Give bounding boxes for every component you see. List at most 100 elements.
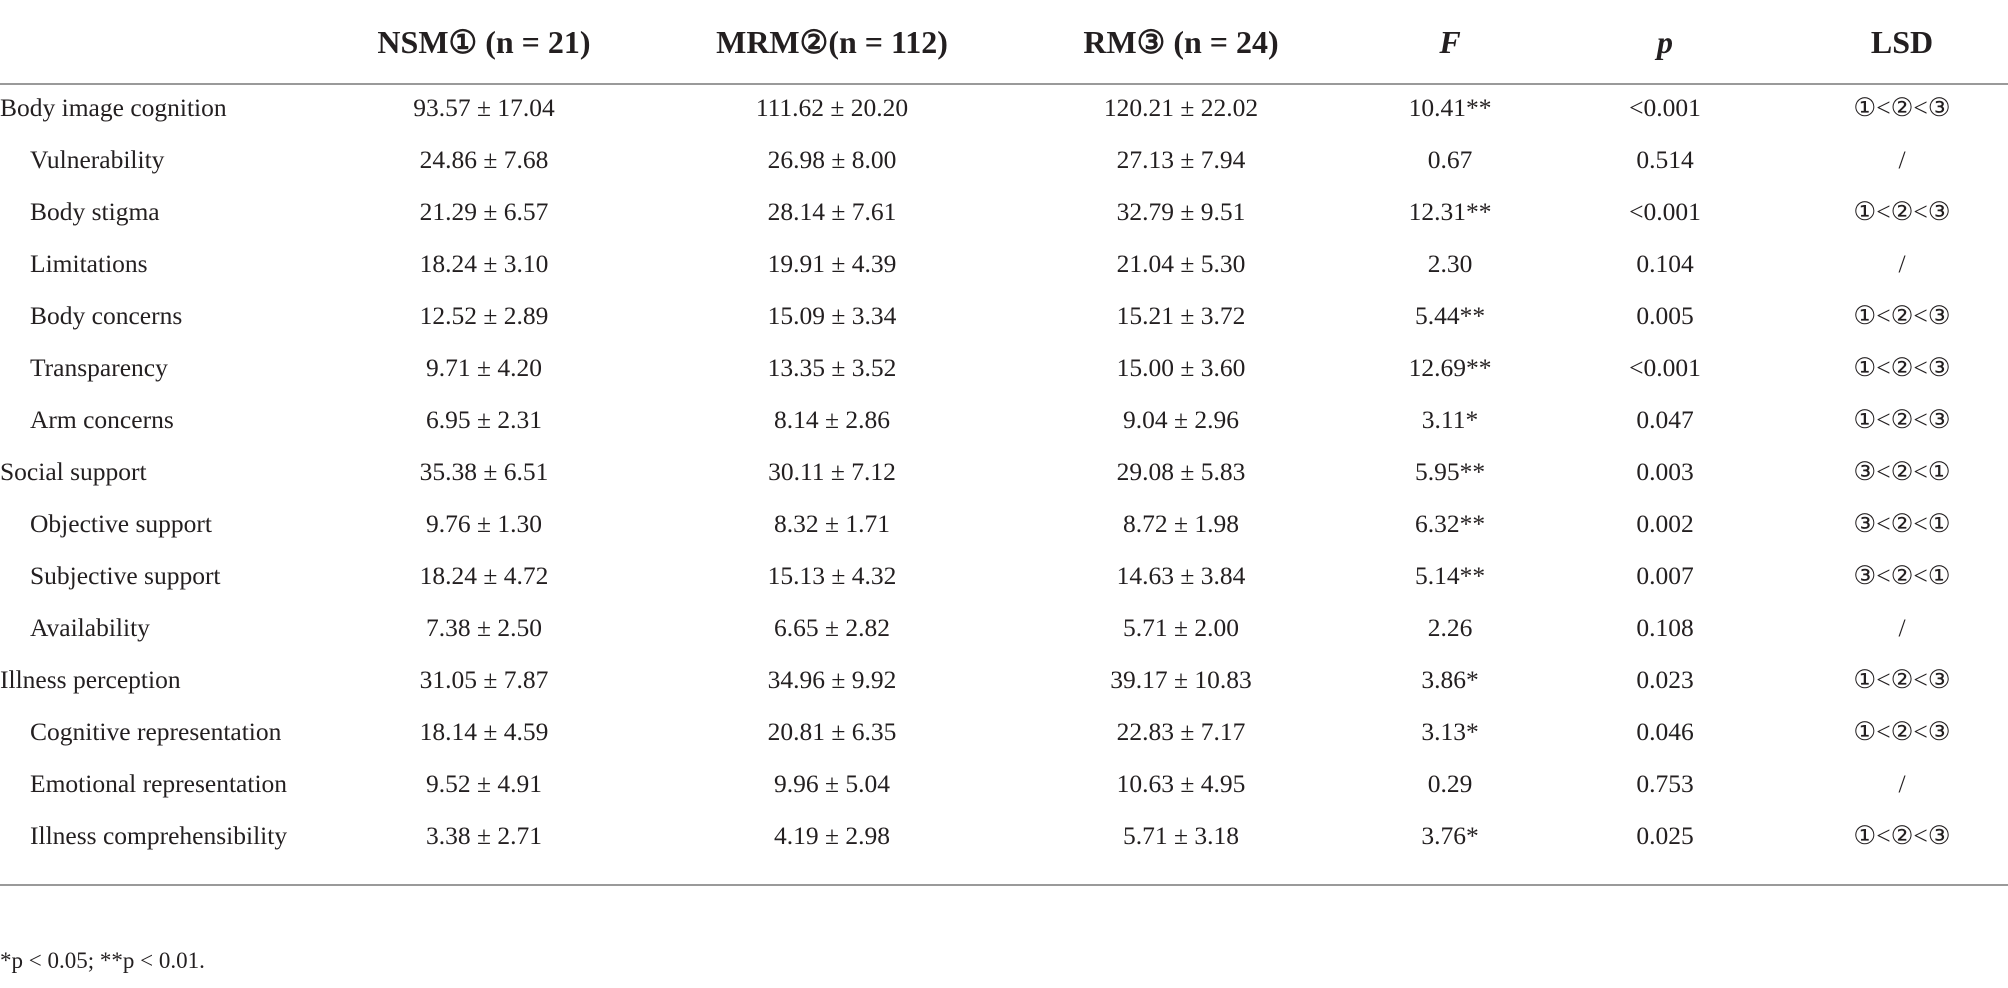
cell-value: 0.108 [1636, 613, 1694, 642]
cell-value: 0.005 [1636, 301, 1694, 330]
cell-value: 32.79 ± 9.51 [1116, 197, 1246, 226]
row-label: Body concerns [30, 301, 183, 330]
cell-value: 111.62 ± 20.20 [755, 93, 909, 122]
cell-value: / [1898, 769, 1906, 798]
cell-value: 12.31** [1408, 197, 1492, 226]
cell-value: 24.86 ± 7.68 [419, 145, 549, 174]
cell-value: 12.52 ± 2.89 [419, 301, 549, 330]
cell-value: 120.21 ± 22.02 [1103, 93, 1259, 122]
cell-value: ①<②<③ [1853, 405, 1951, 434]
cell-value: ①<②<③ [1853, 93, 1951, 122]
cell-value: 31.05 ± 7.87 [419, 665, 549, 694]
row-label: Cognitive representation [30, 717, 282, 746]
cell-value: ①<②<③ [1853, 665, 1951, 694]
row-label: Social support [0, 457, 147, 486]
header-rule [0, 83, 2008, 85]
cell-value: 13.35 ± 3.52 [767, 353, 897, 382]
cell-value: 10.63 ± 4.95 [1116, 769, 1246, 798]
cell-value: 35.38 ± 6.51 [419, 457, 549, 486]
cell-value: 0.104 [1636, 249, 1694, 278]
cell-value: 21.29 ± 6.57 [419, 197, 549, 226]
cell-value: 18.24 ± 4.72 [419, 561, 549, 590]
cell-value: 9.96 ± 5.04 [774, 769, 890, 798]
cell-value: <0.001 [1629, 93, 1701, 122]
cell-value: 10.41** [1408, 93, 1492, 122]
bottom-rule [0, 884, 2008, 886]
cell-value: 15.09 ± 3.34 [767, 301, 897, 330]
cell-value: / [1898, 613, 1906, 642]
cell-value: 0.007 [1636, 561, 1694, 590]
row-label: Vulnerability [30, 145, 165, 174]
row-label: Body image cognition [0, 93, 227, 122]
row-label: Emotional representation [30, 769, 288, 798]
cell-value: ③<②<① [1853, 509, 1951, 538]
cell-value: 3.86* [1421, 665, 1479, 694]
header-cell: NSM① (n = 21) [377, 24, 591, 60]
row-label: Availability [30, 613, 150, 642]
cell-value: ①<②<③ [1853, 353, 1951, 382]
cell-value: 0.025 [1636, 821, 1694, 850]
cell-value: 18.14 ± 4.59 [419, 717, 549, 746]
cell-value: 18.24 ± 3.10 [419, 249, 549, 278]
cell-value: ①<②<③ [1853, 197, 1951, 226]
cell-value: ①<②<③ [1853, 301, 1951, 330]
cell-value: <0.001 [1629, 197, 1701, 226]
cell-value: 39.17 ± 10.83 [1110, 665, 1252, 694]
cell-value: 15.13 ± 4.32 [767, 561, 897, 590]
cell-value: 4.19 ± 2.98 [774, 821, 890, 850]
cell-value: 93.57 ± 17.04 [413, 93, 555, 122]
row-label: Illness comprehensibility [30, 821, 288, 850]
row-label: Body stigma [30, 197, 160, 226]
cell-value: 5.44** [1414, 301, 1486, 330]
header-cell: F [1439, 24, 1461, 60]
footnote: *p < 0.05; **p < 0.01. [0, 948, 205, 973]
cell-value: 26.98 ± 8.00 [767, 145, 897, 174]
cell-value: 0.67 [1427, 145, 1473, 174]
cell-value: <0.001 [1629, 353, 1701, 382]
cell-value: / [1898, 145, 1906, 174]
cell-value: 15.00 ± 3.60 [1116, 353, 1246, 382]
cell-value: 9.04 ± 2.96 [1123, 405, 1239, 434]
row-label: Illness perception [0, 665, 181, 694]
cell-value: 6.32** [1414, 509, 1486, 538]
cell-value: 29.08 ± 5.83 [1116, 457, 1246, 486]
cell-value: 9.76 ± 1.30 [426, 509, 542, 538]
cell-value: 14.63 ± 3.84 [1116, 561, 1246, 590]
cell-value: 2.26 [1427, 613, 1473, 642]
cell-value: ③<②<① [1853, 457, 1951, 486]
row-label: Transparency [30, 353, 168, 382]
cell-value: 8.72 ± 1.98 [1123, 509, 1239, 538]
cell-value: 3.11* [1421, 405, 1479, 434]
cell-value: / [1898, 249, 1906, 278]
cell-value: 3.76* [1421, 821, 1479, 850]
cell-value: ①<②<③ [1853, 821, 1951, 850]
cell-value: 0.003 [1636, 457, 1694, 486]
row-label: Subjective support [30, 561, 221, 590]
row-label: Arm concerns [30, 405, 174, 434]
cell-value: 6.65 ± 2.82 [774, 613, 890, 642]
header-cell: MRM②(n = 112) [716, 24, 948, 60]
cell-value: 0.514 [1636, 145, 1694, 174]
cell-value: 8.32 ± 1.71 [774, 509, 890, 538]
header-cell: LSD [1870, 24, 1934, 60]
cell-value: 5.95** [1414, 457, 1486, 486]
cell-value: 30.11 ± 7.12 [768, 457, 896, 486]
cell-value: 3.13* [1421, 717, 1479, 746]
cell-value: ③<②<① [1853, 561, 1951, 590]
cell-value: 19.91 ± 4.39 [767, 249, 897, 278]
row-label: Objective support [30, 509, 212, 538]
cell-value: 27.13 ± 7.94 [1116, 145, 1246, 174]
cell-value: 0.753 [1636, 769, 1694, 798]
cell-value: ①<②<③ [1853, 717, 1951, 746]
cell-value: 5.71 ± 2.00 [1123, 613, 1239, 642]
cell-value: 9.52 ± 4.91 [426, 769, 542, 798]
cell-value: 8.14 ± 2.86 [774, 405, 890, 434]
cell-value: 9.71 ± 4.20 [426, 353, 542, 382]
header-cell: p [1657, 24, 1673, 60]
header-cell: RM③ (n = 24) [1083, 24, 1279, 60]
cell-value: 7.38 ± 2.50 [426, 613, 542, 642]
cell-value: 34.96 ± 9.92 [767, 665, 897, 694]
cell-value: 0.046 [1636, 717, 1694, 746]
cell-value: 20.81 ± 6.35 [767, 717, 897, 746]
